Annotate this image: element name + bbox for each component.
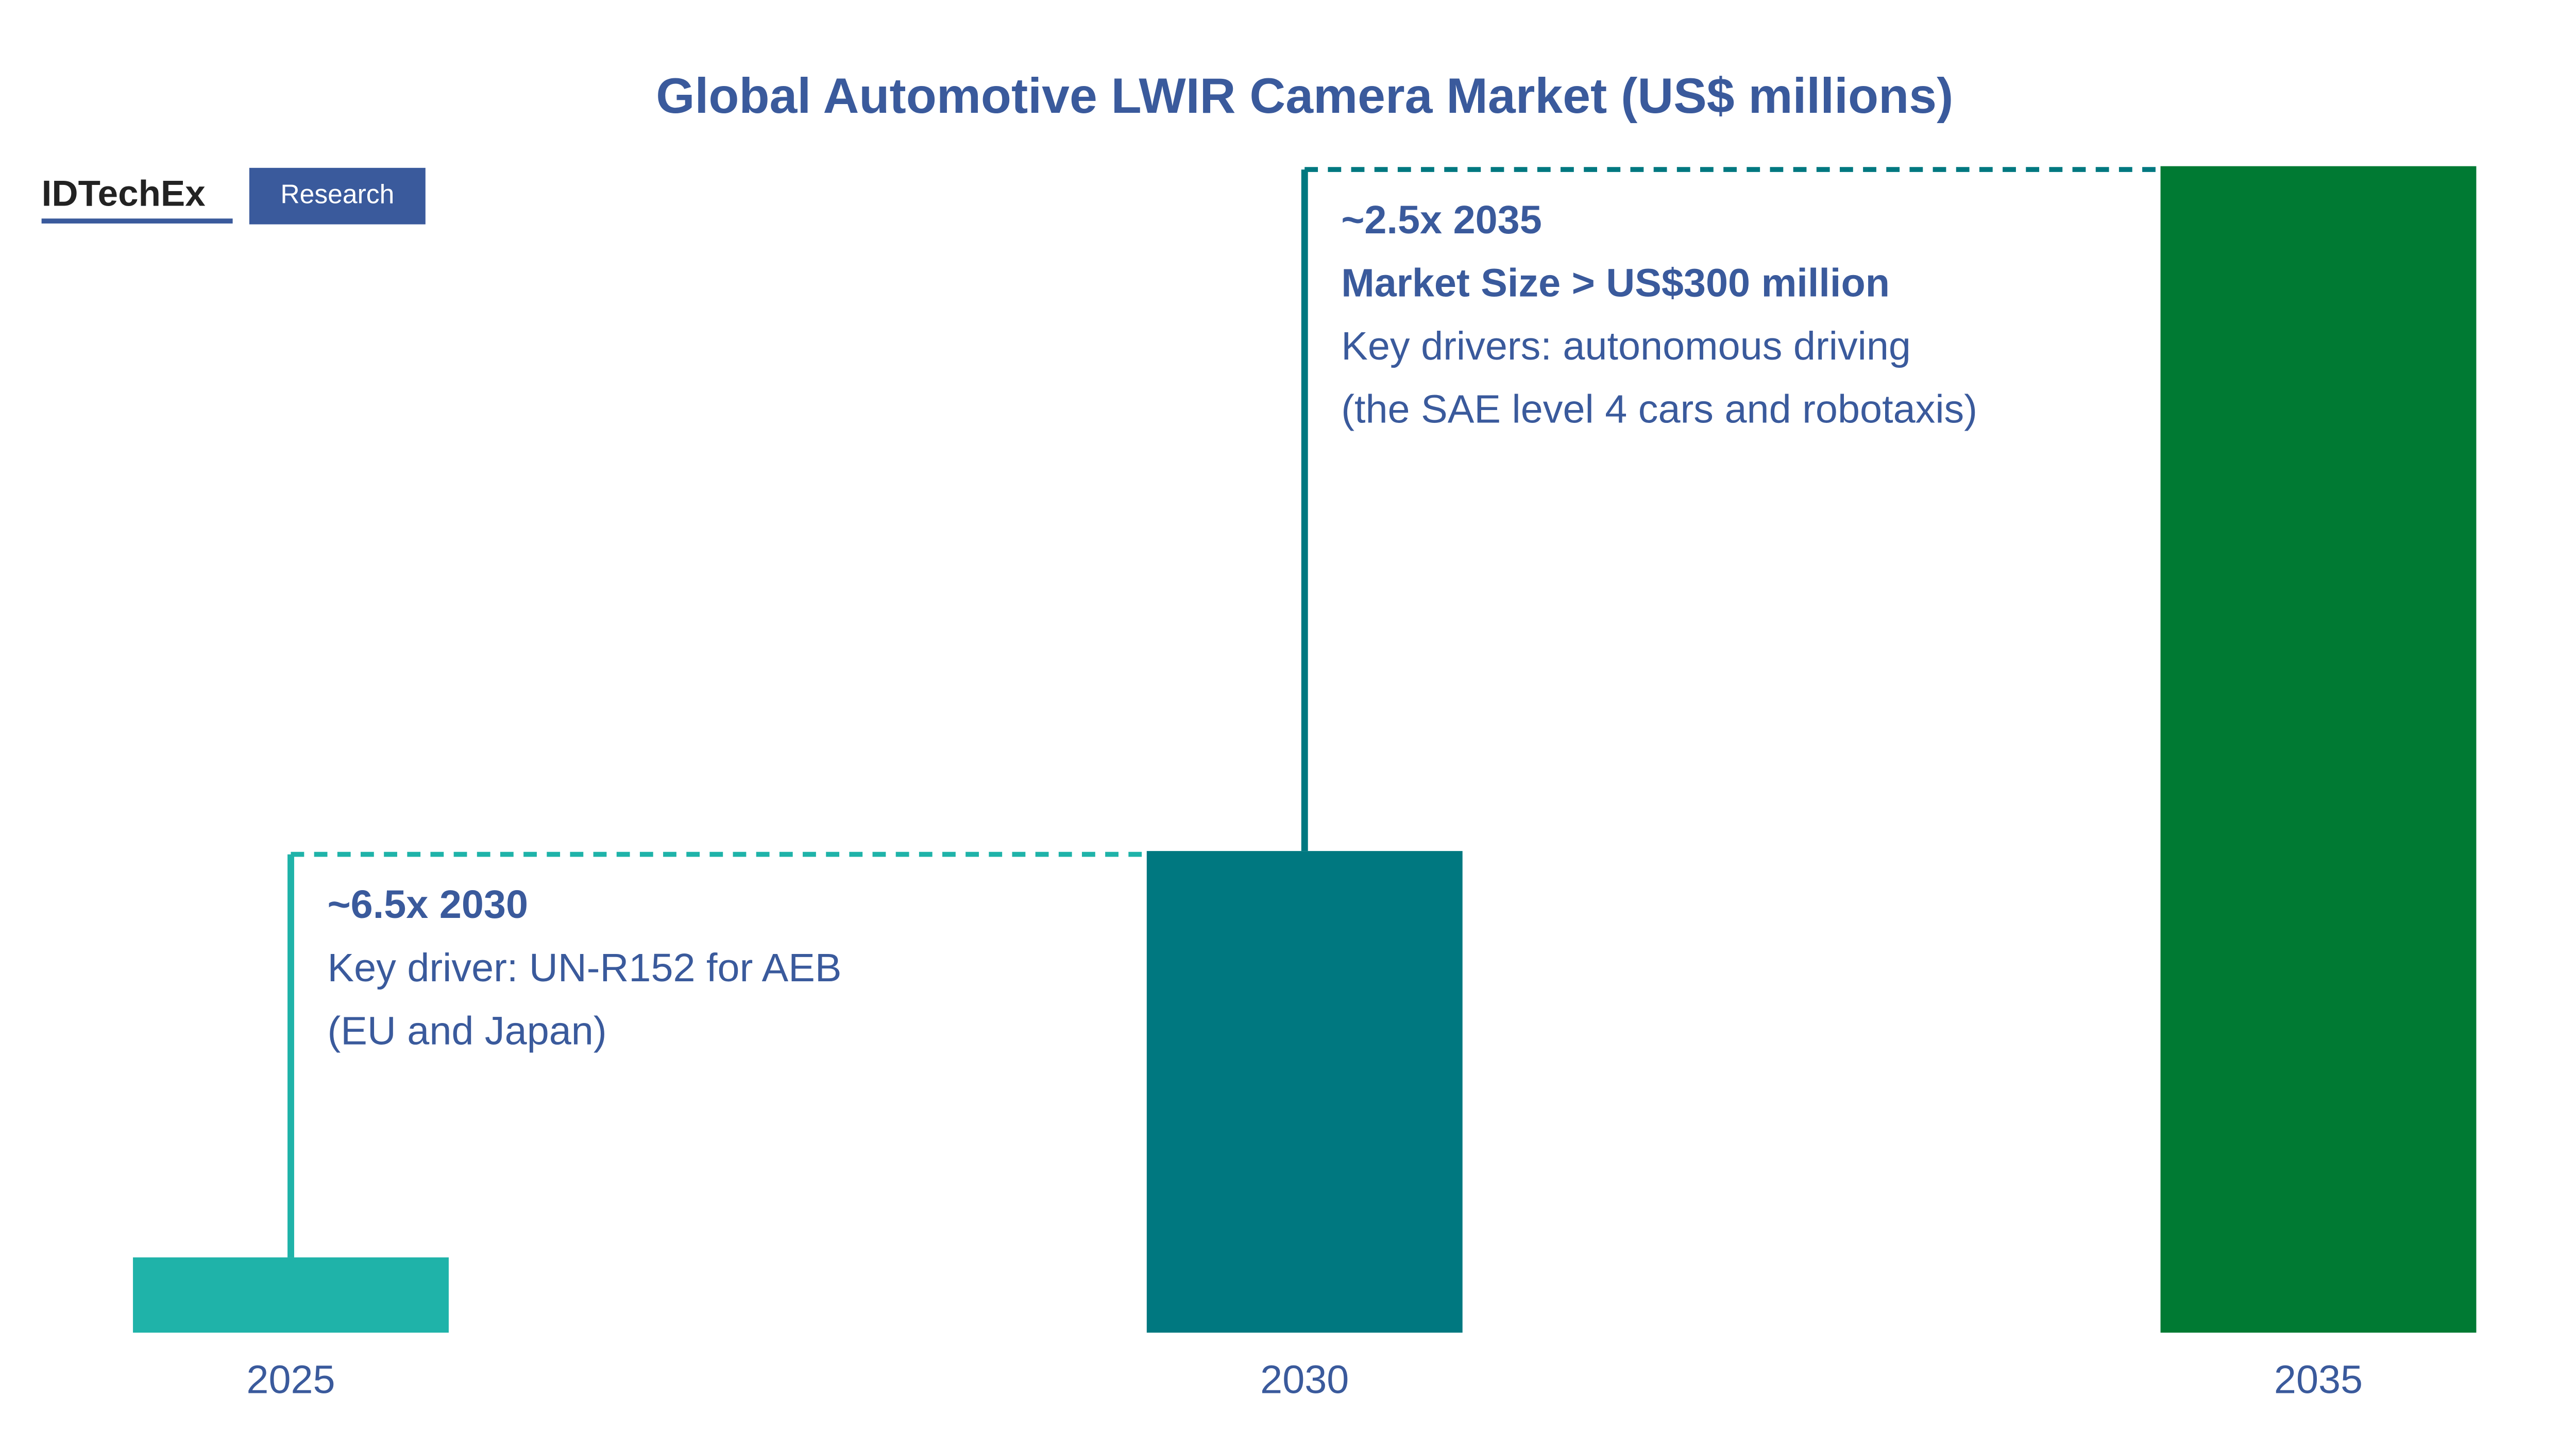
- annotation-text: (the SAE level 4 cars and robotaxis): [1341, 387, 1977, 432]
- annotation-text: Key drivers: autonomous driving: [1341, 324, 1911, 368]
- x-tick-label: 2035: [2274, 1357, 2363, 1402]
- annotation-text: ~6.5x 2030: [327, 882, 528, 927]
- bar: [133, 1257, 449, 1333]
- annotation-text: ~2.5x 2035: [1341, 198, 1542, 242]
- x-tick-label: 2030: [1260, 1357, 1349, 1402]
- bar: [2160, 166, 2477, 1333]
- chart-title: Global Automotive LWIR Camera Market (US…: [656, 67, 1953, 124]
- annotation-text: Key driver: UN-R152 for AEB: [327, 946, 841, 990]
- brand: IDTechEx: [42, 173, 206, 214]
- brand-tag: Research: [280, 179, 394, 209]
- annotation-text: (EU and Japan): [327, 1009, 606, 1053]
- brand-tag-box: [249, 167, 426, 225]
- bar: [1146, 851, 1463, 1333]
- annotation-text: Market Size > US$300 million: [1341, 261, 1890, 305]
- x-tick-label: 2025: [246, 1357, 335, 1402]
